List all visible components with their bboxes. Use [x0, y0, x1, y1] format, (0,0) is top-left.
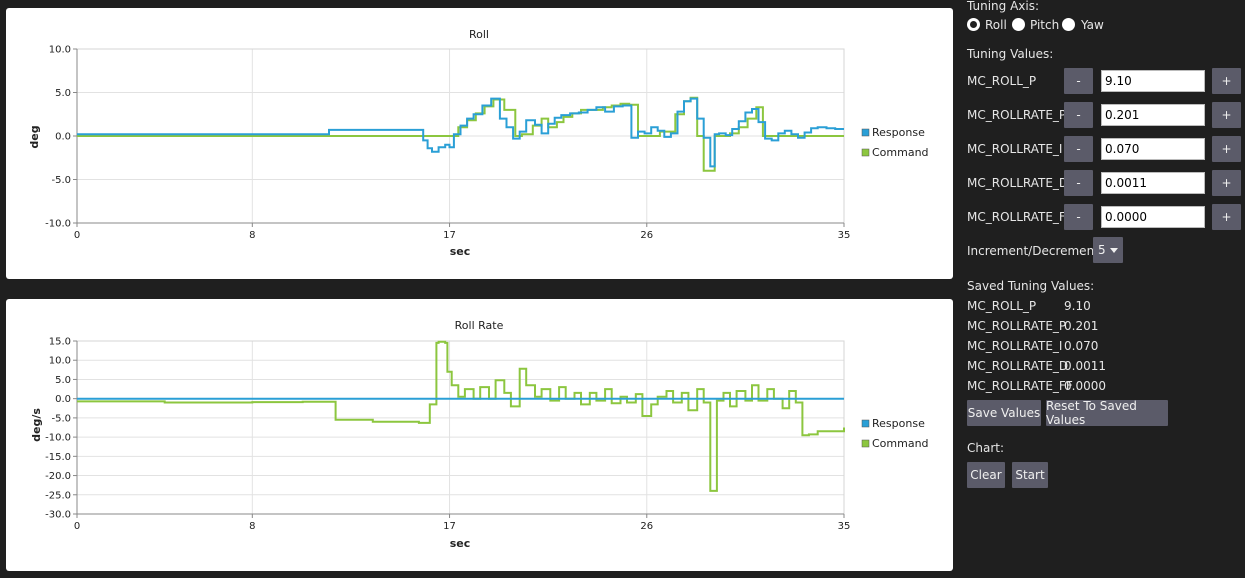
x-tick-label: 17 — [443, 521, 456, 532]
legend-swatch-response — [861, 128, 870, 137]
x-axis-label: sec — [450, 537, 471, 550]
param-value-input[interactable]: 0.070 — [1101, 138, 1205, 160]
x-tick-label: 26 — [640, 521, 653, 532]
y-tick-label: 5.0 — [55, 88, 71, 99]
series-line-response — [77, 97, 844, 168]
param-name: MC_ROLLRATE_I — [967, 142, 1063, 156]
radio-pitch-label[interactable]: Pitch — [1030, 18, 1060, 32]
clear-chart-button[interactable]: Clear — [967, 462, 1005, 488]
roll-chart-panel: Roll 10.0 5.0 0.0 -5.0 -10.0 0 8 17 26 35 sec de… — [6, 8, 953, 279]
increment-button[interactable]: + — [1212, 170, 1241, 196]
plot-frame — [76, 340, 845, 515]
increment-label: Increment/Decrement % — [967, 244, 1115, 258]
saved-name: MC_ROLLRATE_P — [967, 319, 1067, 333]
legend-swatch-command — [861, 148, 870, 157]
y-axis-label: deg/s — [30, 408, 43, 442]
tuning-sidebar: Tuning Axis: Roll Pitch Yaw Tuning Value… — [967, 0, 1245, 578]
param-value-input[interactable]: 0.0000 — [1101, 206, 1205, 228]
series-line-command — [77, 340, 845, 492]
y-tick-label: 0.0 — [55, 394, 71, 405]
reset-to-saved-button[interactable]: Reset To Saved Values — [1046, 399, 1168, 427]
y-tick-label: -10.0 — [45, 219, 71, 230]
legend-command: Command — [872, 146, 929, 159]
decrement-button[interactable]: - — [1064, 68, 1093, 94]
save-values-button[interactable]: Save Values — [967, 400, 1041, 426]
saved-values-label: Saved Tuning Values: — [967, 279, 1095, 293]
legend: Response Command — [861, 126, 929, 159]
y-tick-label: -15.0 — [45, 452, 71, 463]
legend: Response Command — [861, 417, 929, 450]
radio-yaw-indicator[interactable] — [1062, 18, 1075, 31]
saved-value: 0.0011 — [1064, 359, 1106, 373]
increment-button[interactable]: + — [1212, 68, 1241, 94]
y-tick-label: -5.0 — [51, 175, 71, 186]
chart-title: Roll — [469, 28, 489, 41]
rollrate-chart-panel: Roll Rate 15.0 10.0 5.0 0.0 -5.0 -10.0 -15.0 -2… — [6, 299, 953, 571]
legend-response: Response — [872, 417, 925, 430]
tuning-axis-label: Tuning Axis: — [967, 0, 1040, 13]
x-tick-label: 8 — [249, 230, 255, 241]
tuning-values-label: Tuning Values: — [967, 47, 1054, 61]
saved-name: MC_ROLLRATE_FF — [967, 379, 1073, 393]
chevron-down-icon — [1109, 247, 1118, 253]
param-name: MC_ROLLRATE_FF — [967, 210, 1073, 224]
rollrate-chart: Roll Rate 15.0 10.0 5.0 0.0 -5.0 -10.0 -15.0 -2… — [30, 319, 929, 550]
decrement-button[interactable]: - — [1064, 204, 1093, 230]
x-tick-label: 8 — [249, 521, 255, 532]
legend-command: Command — [872, 437, 929, 450]
x-tick-label: 17 — [443, 230, 456, 241]
y-tick-label: 15.0 — [49, 337, 71, 348]
start-chart-button[interactable]: Start — [1012, 462, 1048, 488]
y-tick-label: -25.0 — [45, 490, 71, 501]
y-axis-label: deg — [28, 125, 41, 148]
y-tick-label: -30.0 — [45, 510, 71, 521]
radio-roll-label[interactable]: Roll — [985, 18, 1007, 32]
series-line-command — [77, 96, 844, 172]
saved-value: 0.0000 — [1064, 379, 1106, 393]
increment-select[interactable]: 5 — [1093, 237, 1123, 263]
chart-section-label: Chart: — [967, 441, 1005, 455]
y-tick-label: 5.0 — [55, 375, 71, 386]
param-value-input[interactable]: 9.10 — [1101, 70, 1205, 92]
increment-button[interactable]: + — [1212, 204, 1241, 230]
radio-pitch-indicator[interactable] — [1012, 18, 1025, 31]
saved-value: 9.10 — [1064, 299, 1091, 313]
saved-value: 0.070 — [1064, 339, 1099, 353]
saved-name: MC_ROLLRATE_I — [967, 339, 1063, 353]
chart-title: Roll Rate — [455, 319, 504, 332]
radio-roll-indicator[interactable] — [967, 18, 980, 31]
y-tick-label: -10.0 — [45, 433, 71, 444]
x-tick-label: 35 — [838, 521, 851, 532]
y-tick-label: 0.0 — [55, 132, 71, 143]
saved-value: 0.201 — [1064, 319, 1099, 333]
y-tick-label: -5.0 — [51, 413, 71, 424]
x-tick-label: 35 — [838, 230, 851, 241]
decrement-button[interactable]: - — [1064, 170, 1093, 196]
x-axis-label: sec — [450, 245, 471, 258]
param-name: MC_ROLL_P — [967, 74, 1037, 88]
param-name: MC_ROLLRATE_D — [967, 176, 1069, 190]
roll-chart: Roll 10.0 5.0 0.0 -5.0 -10.0 0 8 17 26 35 sec de… — [28, 28, 929, 258]
increment-button[interactable]: + — [1212, 102, 1241, 128]
x-tick-label: 26 — [640, 230, 653, 241]
x-tick-label: 0 — [74, 521, 80, 532]
param-value-input[interactable]: 0.0011 — [1101, 172, 1205, 194]
y-tick-label: 10.0 — [49, 45, 71, 56]
increment-value: 5 — [1098, 243, 1106, 257]
param-name: MC_ROLLRATE_P — [967, 108, 1067, 122]
param-value-input[interactable]: 0.201 — [1101, 104, 1205, 126]
radio-yaw-label[interactable]: Yaw — [1081, 18, 1104, 32]
legend-swatch-response — [861, 419, 870, 428]
decrement-button[interactable]: - — [1064, 102, 1093, 128]
decrement-button[interactable]: - — [1064, 136, 1093, 162]
y-tick-label: 10.0 — [49, 356, 71, 367]
legend-swatch-command — [861, 439, 870, 448]
y-tick-label: -20.0 — [45, 471, 71, 482]
legend-response: Response — [872, 126, 925, 139]
saved-name: MC_ROLL_P — [967, 299, 1037, 313]
saved-name: MC_ROLLRATE_D — [967, 359, 1069, 373]
x-tick-label: 0 — [74, 230, 80, 241]
increment-button[interactable]: + — [1212, 136, 1241, 162]
